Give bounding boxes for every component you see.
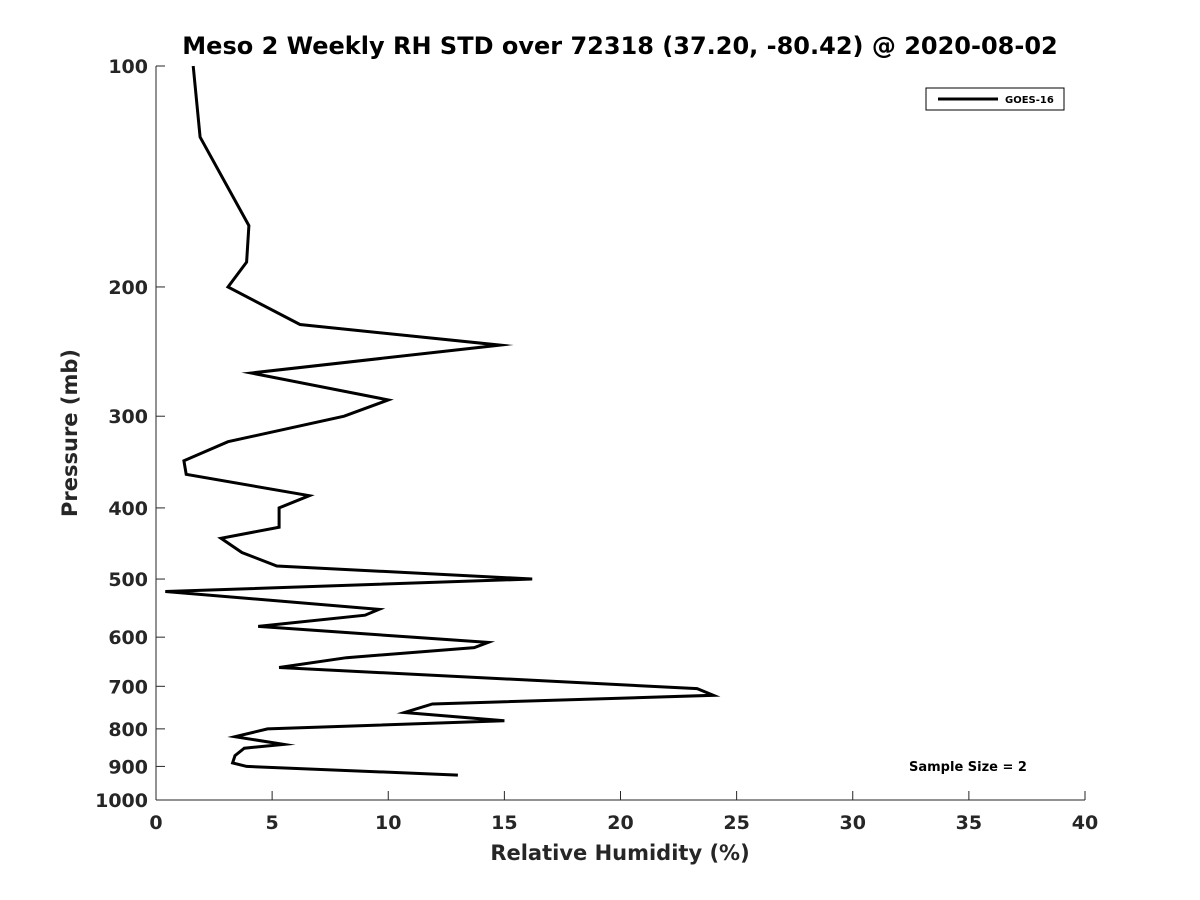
y-tick-label: 700 <box>108 676 148 698</box>
x-tick-label: 30 <box>840 812 866 834</box>
y-tick-label: 400 <box>108 498 148 520</box>
y-axis-label: Pressure (mb) <box>58 349 82 517</box>
x-tick-label: 25 <box>723 812 749 834</box>
y-tick-label: 100 <box>108 56 148 78</box>
series-layer <box>165 65 721 777</box>
x-tick-label: 40 <box>1072 812 1098 834</box>
y-tick-label: 800 <box>108 719 148 741</box>
legend-label: GOES-16 <box>1005 95 1054 106</box>
y-tick-label: 200 <box>108 277 148 299</box>
y-tick-label: 900 <box>108 756 148 778</box>
x-axis-label: Relative Humidity (%) <box>490 841 749 865</box>
chart-title: Meso 2 Weekly RH STD over 72318 (37.20, … <box>182 32 1057 60</box>
y-tick-label: 1000 <box>95 790 148 812</box>
x-tick-label: 35 <box>956 812 982 834</box>
series-line-goes-16 <box>165 65 721 777</box>
sample-size-annotation: Sample Size = 2 <box>909 760 1027 775</box>
x-tick-label: 0 <box>149 812 162 834</box>
x-tick-label: 20 <box>607 812 633 834</box>
x-ticks: 0 5 10 15 20 25 30 35 40 <box>149 791 1098 834</box>
x-tick-label: 5 <box>266 812 279 834</box>
x-tick-label: 15 <box>491 812 517 834</box>
y-ticks: 100 200 300 400 500 600 700 800 900 1000 <box>95 56 165 812</box>
y-tick-label: 600 <box>108 627 148 649</box>
x-tick-label: 10 <box>375 812 401 834</box>
y-tick-label: 300 <box>108 406 148 428</box>
y-tick-label: 500 <box>108 569 148 591</box>
legend: GOES-16 <box>925 87 1065 111</box>
